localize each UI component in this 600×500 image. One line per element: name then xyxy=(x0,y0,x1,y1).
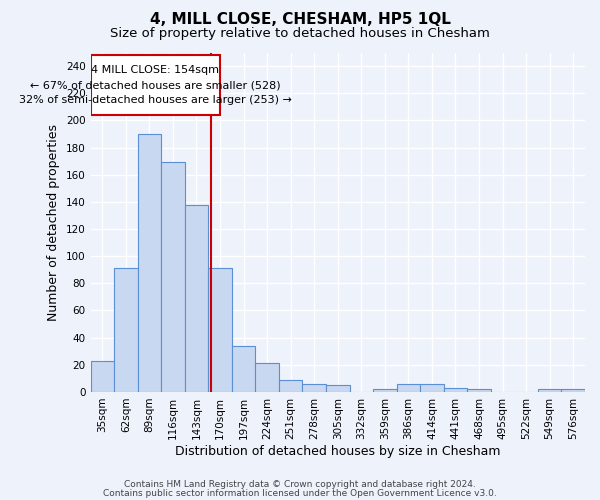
Y-axis label: Number of detached properties: Number of detached properties xyxy=(47,124,61,320)
Bar xyxy=(137,134,161,392)
Bar xyxy=(185,204,208,392)
Bar xyxy=(232,346,256,392)
Bar xyxy=(256,364,279,392)
Bar xyxy=(279,380,302,392)
Bar xyxy=(161,162,185,392)
Bar xyxy=(91,55,220,115)
Text: Contains HM Land Registry data © Crown copyright and database right 2024.: Contains HM Land Registry data © Crown c… xyxy=(124,480,476,489)
Text: 4, MILL CLOSE, CHESHAM, HP5 1QL: 4, MILL CLOSE, CHESHAM, HP5 1QL xyxy=(149,12,451,28)
Text: Contains public sector information licensed under the Open Government Licence v3: Contains public sector information licen… xyxy=(103,488,497,498)
Bar xyxy=(420,384,444,392)
Bar xyxy=(326,385,350,392)
Text: 4 MILL CLOSE: 154sqm: 4 MILL CLOSE: 154sqm xyxy=(91,65,219,75)
Bar xyxy=(114,268,137,392)
Bar xyxy=(562,389,585,392)
Bar xyxy=(91,360,114,392)
Bar xyxy=(302,384,326,392)
Bar xyxy=(538,389,562,392)
Bar xyxy=(397,384,420,392)
Bar xyxy=(373,389,397,392)
Text: 32% of semi-detached houses are larger (253) →: 32% of semi-detached houses are larger (… xyxy=(19,95,292,105)
Text: ← 67% of detached houses are smaller (528): ← 67% of detached houses are smaller (52… xyxy=(30,80,281,90)
Bar xyxy=(444,388,467,392)
X-axis label: Distribution of detached houses by size in Chesham: Distribution of detached houses by size … xyxy=(175,444,500,458)
Text: Size of property relative to detached houses in Chesham: Size of property relative to detached ho… xyxy=(110,28,490,40)
Bar xyxy=(467,389,491,392)
Bar xyxy=(208,268,232,392)
